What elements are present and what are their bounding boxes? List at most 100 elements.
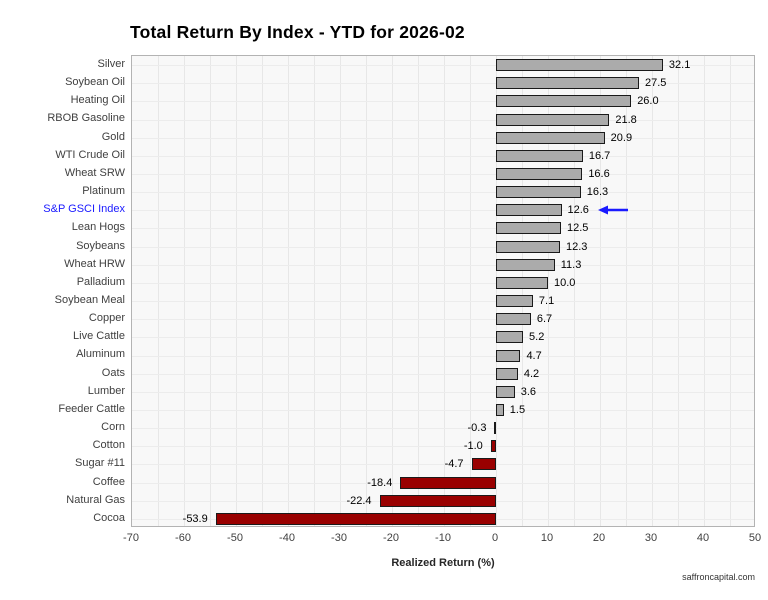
value-label-gold: 20.9 (610, 131, 633, 144)
value-label-live-cattle: 5.2 (529, 331, 545, 344)
ytick-heating-oil: Heating Oil (70, 94, 125, 107)
ytick-silver: Silver (97, 58, 125, 70)
ytick-palladium: Palladium (76, 275, 125, 288)
h-gridline (132, 282, 754, 284)
xtick-0: 0 (491, 532, 499, 544)
v-gridline (496, 56, 497, 526)
bar-cocoa (215, 512, 496, 525)
xtick-50: 50 (748, 532, 762, 544)
value-label-s-p-gsci-index: 12.6 (567, 204, 589, 217)
ytick-aluminum: Aluminum (76, 348, 125, 361)
bar-lumber (496, 385, 515, 398)
h-gridline (132, 410, 754, 411)
h-gridline (132, 137, 754, 139)
h-gridline (132, 246, 754, 248)
h-gridline (132, 174, 754, 175)
bar-corn (494, 422, 497, 435)
h-gridline (132, 301, 754, 303)
h-gridline (132, 337, 754, 339)
bar-wti-crude-oil (496, 149, 583, 162)
xtick--20: -20 (383, 532, 399, 544)
value-label-wheat-hrw: 11.3 (560, 258, 582, 271)
value-label-oats: 4.2 (523, 367, 540, 380)
value-label-sugar-11: -4.7 (444, 458, 464, 471)
bar-palladium (496, 276, 548, 289)
bar-lean-hogs (496, 222, 561, 235)
value-label-cocoa: -53.9 (182, 512, 208, 525)
v-gridline (392, 56, 393, 526)
ytick-sugar-11: Sugar #11 (75, 457, 125, 470)
bar-heating-oil (496, 95, 632, 108)
ytick-copper: Copper (88, 312, 125, 325)
xtick--40: -40 (279, 532, 295, 544)
bar-aluminum (496, 349, 521, 362)
value-label-heating-oil: 26.0 (637, 95, 659, 108)
h-gridline (132, 228, 754, 230)
ytick-soybean-oil: Soybean Oil (65, 76, 125, 89)
value-label-feeder-cattle: 1.5 (509, 404, 526, 416)
xtick--50: -50 (227, 532, 243, 544)
ytick-corn: Corn (101, 421, 125, 434)
ytick-feeder-cattle: Feeder Cattle (58, 402, 125, 415)
v-gridline (210, 56, 211, 526)
v-gridline (704, 56, 705, 526)
value-label-lean-hogs: 12.5 (567, 222, 589, 235)
chart-title: Total Return By Index - YTD for 2026-02 (130, 22, 465, 42)
v-gridline (522, 56, 523, 526)
value-label-soybean-meal: 7.1 (538, 295, 555, 308)
h-gridline (132, 83, 754, 85)
value-label-cotton: -1.0 (463, 440, 483, 453)
h-gridline (132, 192, 754, 194)
h-gridline (132, 264, 754, 266)
bar-live-cattle (496, 331, 524, 344)
v-gridline (652, 56, 653, 526)
y-axis-labels: Silver Soybean Oil Heating Oil RBOB Gasolin… (0, 55, 125, 527)
ytick-live-cattle: Live Cattle (73, 330, 125, 343)
ytick-coffee: Coffee (92, 475, 125, 488)
v-gridline (366, 56, 367, 526)
value-label-soybeans: 12.3 (565, 240, 588, 253)
h-gridline (132, 391, 754, 393)
v-gridline (600, 56, 601, 526)
xtick--70: -70 (123, 532, 139, 544)
value-label-palladium: 10.0 (554, 276, 576, 289)
value-label-wheat-srw: 16.6 (588, 168, 610, 180)
ytick-soybean-meal: Soybean Meal (54, 294, 125, 306)
plot-area: 32.1 27.5 26.0 21.8 20.9 16.7 16.6 16.3 12.6 12.5… (131, 55, 755, 527)
ytick-natural-gas: Natural Gas (66, 493, 125, 506)
h-gridline (132, 155, 754, 157)
h-gridline (132, 210, 754, 212)
value-label-silver: 32.1 (668, 59, 691, 72)
h-gridline (132, 65, 754, 67)
v-gridline (288, 56, 289, 526)
v-gridline (730, 56, 731, 526)
v-gridline (340, 56, 341, 526)
value-label-platinum: 16.3 (586, 186, 609, 199)
h-gridline (132, 428, 754, 430)
value-label-soybean-oil: 27.5 (645, 77, 667, 90)
xtick-40: 40 (696, 532, 710, 544)
ytick-gold: Gold (101, 130, 125, 143)
v-gridline (548, 56, 549, 526)
v-gridline (236, 56, 237, 526)
ytick-lumber: Lumber (87, 384, 125, 397)
value-label-lumber: 3.6 (520, 385, 537, 398)
ytick-rbob-gasoline: RBOB Gasoline (47, 112, 125, 125)
value-label-wti-crude-oil: 16.7 (588, 149, 611, 162)
xtick-20: 20 (592, 532, 606, 544)
value-label-aluminum: 4.7 (526, 349, 542, 362)
bar-copper (496, 313, 531, 326)
ytick-platinum: Platinum (82, 185, 125, 198)
v-gridline (314, 56, 315, 526)
h-gridline (132, 464, 754, 466)
v-gridline (626, 56, 627, 526)
ytick-cotton: Cotton (92, 439, 125, 452)
xtick--30: -30 (331, 532, 347, 544)
bar-wheat-hrw (496, 258, 555, 271)
h-gridline (132, 373, 754, 375)
bar-natural-gas (379, 494, 496, 507)
h-gridline (132, 119, 754, 121)
xtick-10: 10 (540, 532, 554, 544)
h-gridline (132, 319, 754, 321)
value-label-corn: -0.3 (467, 422, 487, 435)
